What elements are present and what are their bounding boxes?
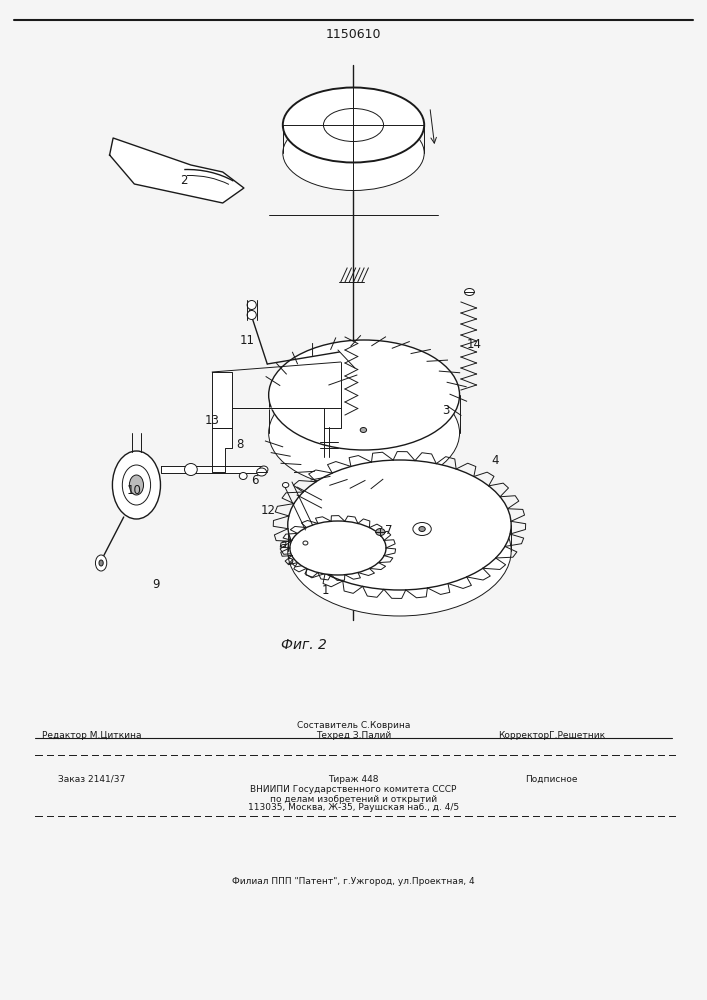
Text: КорректорГ.Решетник: КорректорГ.Решетник (498, 732, 605, 740)
Text: 113035, Москва, Ж-35, Раушская наб., д. 4/5: 113035, Москва, Ж-35, Раушская наб., д. … (248, 804, 459, 812)
Ellipse shape (269, 340, 460, 450)
Ellipse shape (413, 522, 431, 536)
Polygon shape (212, 372, 341, 428)
Polygon shape (161, 466, 264, 473)
Ellipse shape (361, 428, 366, 432)
Ellipse shape (464, 288, 474, 296)
Ellipse shape (112, 451, 160, 519)
Polygon shape (110, 138, 244, 203)
Ellipse shape (283, 88, 424, 162)
Text: Составитель С.Коврина: Составитель С.Коврина (297, 720, 410, 730)
Ellipse shape (290, 521, 386, 575)
Ellipse shape (247, 300, 256, 310)
Text: 3: 3 (442, 403, 449, 416)
Ellipse shape (95, 555, 107, 571)
Text: 11: 11 (240, 334, 255, 347)
Ellipse shape (288, 460, 511, 590)
Ellipse shape (129, 475, 144, 495)
Text: Фиг. 2: Фиг. 2 (281, 638, 327, 652)
Ellipse shape (283, 115, 424, 190)
Text: Заказ 2141/37: Заказ 2141/37 (58, 774, 126, 784)
Text: Филиал ППП "Патент", г.Ужгород, ул.Проектная, 4: Филиал ППП "Патент", г.Ужгород, ул.Проек… (232, 878, 475, 886)
Ellipse shape (99, 560, 103, 566)
Text: 8: 8 (237, 438, 244, 452)
Text: 4: 4 (491, 454, 498, 466)
Text: 7: 7 (385, 524, 392, 536)
Ellipse shape (259, 466, 268, 473)
Text: 12: 12 (261, 504, 276, 516)
Text: Техред З.Палий: Техред З.Палий (316, 732, 391, 740)
Text: 2: 2 (180, 174, 187, 186)
Text: Подписное: Подписное (525, 774, 578, 784)
Ellipse shape (257, 468, 267, 476)
Text: Редактор М.Циткина: Редактор М.Циткина (42, 732, 141, 740)
Ellipse shape (419, 526, 425, 532)
Text: по делам изобретений и открытий: по делам изобретений и открытий (270, 794, 437, 804)
Text: Тираж 448: Тираж 448 (328, 774, 379, 784)
Ellipse shape (122, 465, 151, 505)
Ellipse shape (288, 486, 511, 616)
Text: ВНИИПИ Государственного комитета СССР: ВНИИПИ Государственного комитета СССР (250, 786, 457, 794)
Text: 13: 13 (204, 414, 220, 426)
Text: 1: 1 (322, 584, 329, 596)
Text: 5: 5 (286, 554, 293, 566)
Text: 6: 6 (251, 474, 258, 487)
Text: 14: 14 (466, 338, 481, 352)
Ellipse shape (283, 483, 288, 488)
Ellipse shape (323, 108, 383, 141)
Text: 1150610: 1150610 (326, 28, 381, 41)
Ellipse shape (269, 378, 460, 488)
Text: 10: 10 (127, 484, 142, 496)
Ellipse shape (376, 528, 385, 536)
Ellipse shape (303, 541, 308, 545)
Text: a: a (279, 538, 286, 552)
Ellipse shape (247, 310, 256, 320)
Polygon shape (212, 428, 232, 472)
Ellipse shape (185, 464, 197, 476)
Text: 9: 9 (152, 578, 159, 591)
Ellipse shape (239, 473, 247, 480)
